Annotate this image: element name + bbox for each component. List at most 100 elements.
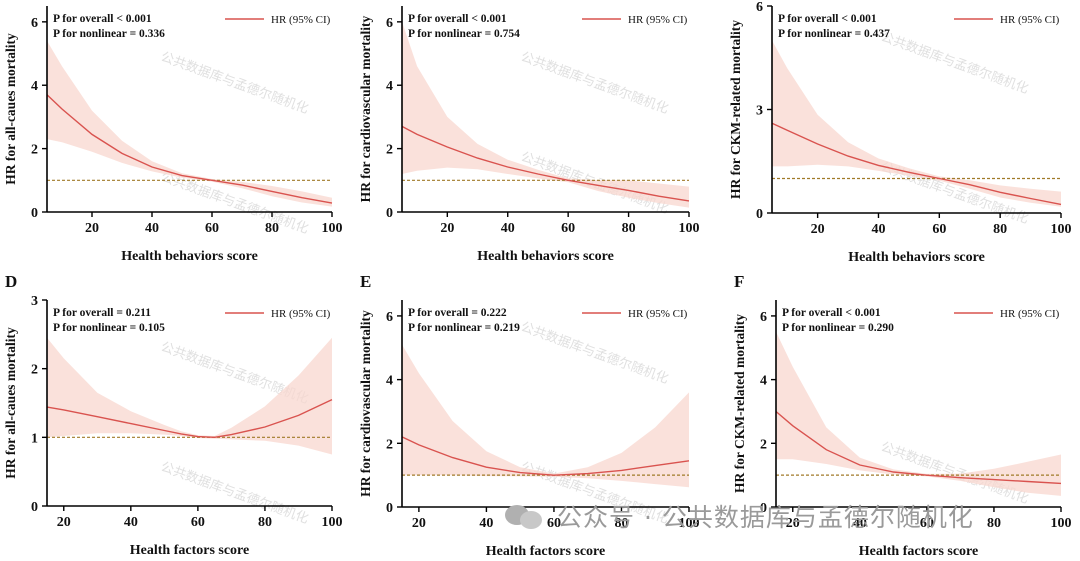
legend-label: HR (95% CI) [1000,308,1060,320]
watermark-text: 公众号 · 公共数据库与孟德尔随机化 [557,503,974,532]
hr-curve [775,410,1062,485]
chart-panel-6: 20 40 60 80 100 0 2 4 6 Health factors score HR fo… [732,272,1072,559]
x-tick-label: 40 [145,221,159,236]
x-axis-label: Health factors score [130,543,249,558]
x-tick-label: 40 [501,221,515,236]
y-axis-label: HR for CKM-related mortality [728,20,743,199]
ci-band [47,40,332,207]
y-tick-label: 6 [760,310,767,325]
p-nonlinear-text: P for nonlinear = 0.105 [53,322,165,334]
ci-band [402,344,689,488]
ci-band [402,21,689,208]
y-tick-label: 2 [31,143,38,158]
hr-curve [46,94,333,204]
panel-label: E [360,272,371,291]
x-tick-label: 40 [124,515,138,530]
watermark-tile: 公共数据库与孟德尔随机化 [159,49,311,116]
y-tick-label: 4 [31,79,38,94]
y-tick-label: 4 [386,79,393,94]
panel-label: F [734,272,744,291]
chart-panel-3: 20 40 60 80 100 0 3 6 Health behaviors score HR f… [728,0,1072,265]
y-tick-label: 4 [760,374,767,389]
p-nonlinear-text: P for nonlinear = 0.437 [778,28,890,40]
y-tick-label: 0 [31,206,38,221]
x-tick-label: 60 [205,221,219,236]
x-tick-label: 40 [871,222,885,237]
x-tick-label: 80 [258,515,272,530]
x-tick-label: 80 [993,222,1007,237]
y-tick-label: 0 [386,501,393,516]
p-overall-text: P for overall = 0.222 [408,307,507,319]
y-tick-label: 2 [31,363,38,378]
y-tick-label: 6 [756,0,763,15]
x-tick-label: 100 [1051,516,1072,531]
y-tick-label: 2 [386,143,393,158]
watermark-tile: 公共数据库与孟德尔随机化 [159,459,311,526]
x-tick-label: 80 [614,516,628,531]
y-tick-label: 2 [386,437,393,452]
y-tick-label: 6 [386,16,393,31]
x-tick-label: 20 [786,516,800,531]
x-tick-label: 80 [622,221,636,236]
x-tick-label: 20 [85,221,99,236]
x-tick-label: 40 [479,516,493,531]
y-axis-label: HR for all-caues mortality [3,327,18,479]
p-overall-text: P for overall = 0.211 [53,307,151,319]
y-tick-label: 3 [31,294,38,309]
legend-label: HR (95% CI) [628,308,688,320]
p-nonlinear-text: P for nonlinear = 0.754 [408,28,520,40]
x-tick-label: 100 [322,221,343,236]
p-overall-text: P for overall < 0.001 [408,13,507,25]
x-axis-label: Health behaviors score [477,249,614,264]
p-overall-text: P for overall < 0.001 [782,307,881,319]
p-nonlinear-text: P for nonlinear = 0.219 [408,322,520,334]
chart-panel-5: 20 40 60 80 100 0 2 4 6 Health factors score HR fo… [358,272,700,559]
y-axis-label: HR for CKM-related mortality [732,314,747,493]
y-tick-label: 0 [386,206,393,221]
legend-label: HR (95% CI) [271,308,331,320]
y-tick-label: 6 [31,16,38,31]
x-axis-label: Health behaviors score [121,249,258,264]
x-tick-label: 20 [57,515,71,530]
wechat-logo-icon [505,501,549,531]
ci-band [47,337,332,455]
x-tick-label: 20 [811,222,825,237]
x-tick-label: 100 [1051,222,1072,237]
p-overall-text: P for overall < 0.001 [778,13,877,25]
y-axis-label: HR for cardiovascular mortality [358,15,373,202]
x-tick-label: 40 [853,516,867,531]
watermark-tile: 公共数据库与孟德尔随机化 [519,319,671,386]
x-tick-label: 100 [679,221,700,236]
panel-label: D [5,272,17,291]
ci-band [772,40,1061,207]
p-nonlinear-text: P for nonlinear = 0.290 [782,322,894,334]
hr-curve [46,398,333,439]
chart-panel-2: 20 40 60 80 100 0 2 4 6 Health behaviors score HR … [358,6,700,264]
y-tick-label: 0 [760,501,767,516]
hr-curve [401,125,690,202]
ci-band [776,331,1061,496]
watermark-tile: 公共数据库与孟德尔随机化 [519,49,671,116]
y-tick-label: 0 [31,500,38,515]
y-tick-label: 6 [386,310,393,325]
x-tick-label: 60 [547,516,561,531]
x-axis-label: Health factors score [859,544,978,559]
y-tick-label: 4 [386,374,393,389]
hr-curve [401,436,690,476]
legend-label: HR (95% CI) [271,14,331,26]
x-axis-label: Health behaviors score [848,250,985,265]
y-tick-label: 0 [756,207,763,222]
legend-label: HR (95% CI) [628,14,688,26]
x-tick-label: 60 [191,515,205,530]
x-tick-label: 60 [561,221,575,236]
x-tick-label: 20 [412,516,426,531]
p-overall-text: P for overall < 0.001 [53,13,152,25]
y-tick-label: 1 [31,431,38,446]
x-tick-label: 80 [265,221,279,236]
x-tick-label: 60 [920,516,934,531]
x-tick-label: 100 [679,516,700,531]
legend-label: HR (95% CI) [1000,14,1060,26]
chart-panel-4: 20 40 60 80 100 0 1 2 3 Health factors score HR fo… [3,272,343,558]
p-nonlinear-text: P for nonlinear = 0.336 [53,28,165,40]
